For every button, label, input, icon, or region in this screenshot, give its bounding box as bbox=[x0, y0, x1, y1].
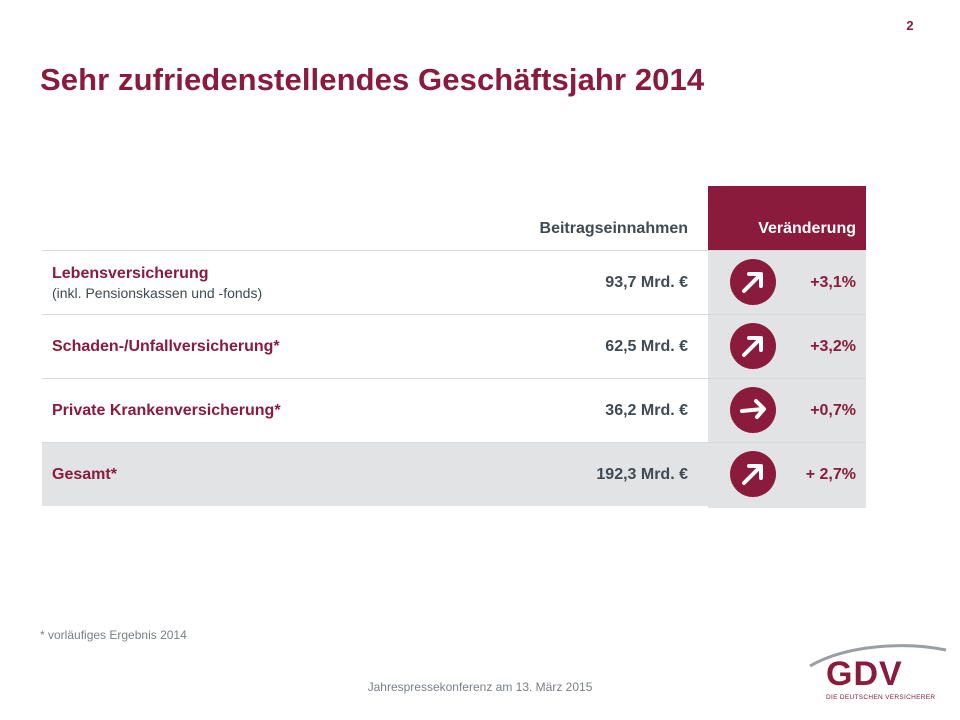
slide-title: Sehr zufriedenstellendes Geschäftsjahr 2… bbox=[40, 62, 705, 97]
table-row: Lebensversicherung (inkl. Pensionskassen… bbox=[42, 250, 866, 314]
table-row-total: Gesamt* 192,3 Mrd. € + 2,7% bbox=[42, 442, 866, 508]
logo-subtext: DIE DEUTSCHEN VERSICHERER bbox=[826, 694, 936, 701]
gdv-logo: GDV DIE DEUTSCHEN VERSICHERER bbox=[808, 640, 948, 706]
change-header-background bbox=[708, 186, 866, 250]
header-change: Veränderung bbox=[758, 220, 856, 237]
row-sublabel: (inkl. Pensionskassen und -fonds) bbox=[52, 284, 263, 301]
arrow-right-icon bbox=[730, 387, 776, 433]
premium-table: Beitragseinnahmen Veränderung Lebensvers… bbox=[42, 186, 866, 508]
logo-text: GDV bbox=[826, 655, 903, 693]
row-change: +3,2% bbox=[810, 337, 856, 355]
footnote: * vorläufiges Ergebnis 2014 bbox=[40, 628, 187, 642]
row-change: + 2,7% bbox=[805, 465, 856, 483]
row-value: 192,3 Mrd. € bbox=[596, 465, 688, 483]
row-value: 36,2 Mrd. € bbox=[605, 401, 688, 419]
header-premium: Beitragseinnahmen bbox=[539, 220, 688, 237]
arrow-up-right-icon bbox=[730, 323, 776, 369]
logo-swoosh-icon bbox=[809, 644, 947, 668]
row-change: +3,1% bbox=[810, 273, 856, 291]
arrow-up-right-icon bbox=[730, 259, 776, 305]
row-value: 93,7 Mrd. € bbox=[605, 273, 688, 291]
row-label: Schaden-/Unfallversicherung* bbox=[52, 337, 280, 355]
arrow-up-right-icon bbox=[730, 451, 776, 497]
table-row: Private Krankenversicherung* 36,2 Mrd. €… bbox=[42, 378, 866, 442]
row-value: 62,5 Mrd. € bbox=[605, 337, 688, 355]
row-label: Gesamt* bbox=[52, 465, 117, 483]
row-label: Lebensversicherung bbox=[52, 264, 209, 282]
row-change: +0,7% bbox=[810, 401, 856, 419]
row-label: Private Krankenversicherung* bbox=[52, 401, 281, 419]
table-row: Schaden-/Unfallversicherung* 62,5 Mrd. €… bbox=[42, 314, 866, 378]
page-number: 2 bbox=[906, 18, 914, 33]
footer-text: Jahrespressekonferenz am 13. März 2015 bbox=[367, 680, 593, 694]
